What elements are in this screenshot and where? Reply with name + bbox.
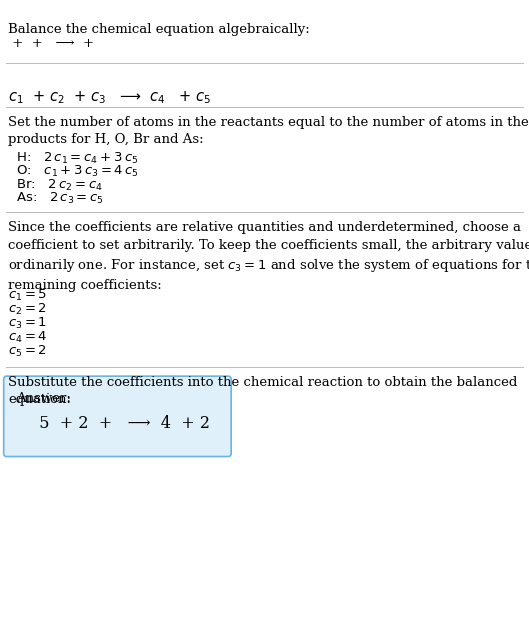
- Text: $c_1$  + $c_2$  + $c_3$   ⟶  $c_4$   + $c_5$: $c_1$ + $c_2$ + $c_3$ ⟶ $c_4$ + $c_5$: [8, 89, 211, 106]
- Text: $c_3 = 1$: $c_3 = 1$: [8, 316, 47, 331]
- Text: +  +   ⟶  +: + + ⟶ +: [8, 37, 98, 50]
- Text: Substitute the coefficients into the chemical reaction to obtain the balanced
eq: Substitute the coefficients into the che…: [8, 376, 517, 406]
- FancyBboxPatch shape: [4, 376, 231, 457]
- Text: As:   $2\,c_3 = c_5$: As: $2\,c_3 = c_5$: [12, 191, 104, 206]
- Text: Balance the chemical equation algebraically:: Balance the chemical equation algebraica…: [8, 23, 309, 35]
- Text: 5  + 2  +   ⟶  4  + 2: 5 + 2 + ⟶ 4 + 2: [29, 415, 215, 431]
- Text: $c_5 = 2$: $c_5 = 2$: [8, 344, 47, 359]
- Text: Set the number of atoms in the reactants equal to the number of atoms in the
pro: Set the number of atoms in the reactants…: [8, 116, 528, 146]
- Text: Answer:: Answer:: [16, 392, 71, 404]
- Text: Br:   $2\,c_2 = c_4$: Br: $2\,c_2 = c_4$: [12, 177, 103, 192]
- Text: $c_4 = 4$: $c_4 = 4$: [8, 330, 48, 345]
- Text: O:   $c_1 + 3\,c_3 = 4\,c_5$: O: $c_1 + 3\,c_3 = 4\,c_5$: [12, 164, 139, 179]
- Text: Since the coefficients are relative quantities and underdetermined, choose a
coe: Since the coefficients are relative quan…: [8, 221, 529, 291]
- Text: H:   $2\,c_1 = c_4 + 3\,c_5$: H: $2\,c_1 = c_4 + 3\,c_5$: [12, 150, 138, 165]
- Text: $c_2 = 2$: $c_2 = 2$: [8, 302, 47, 316]
- Text: $c_1 = 5$: $c_1 = 5$: [8, 287, 47, 302]
